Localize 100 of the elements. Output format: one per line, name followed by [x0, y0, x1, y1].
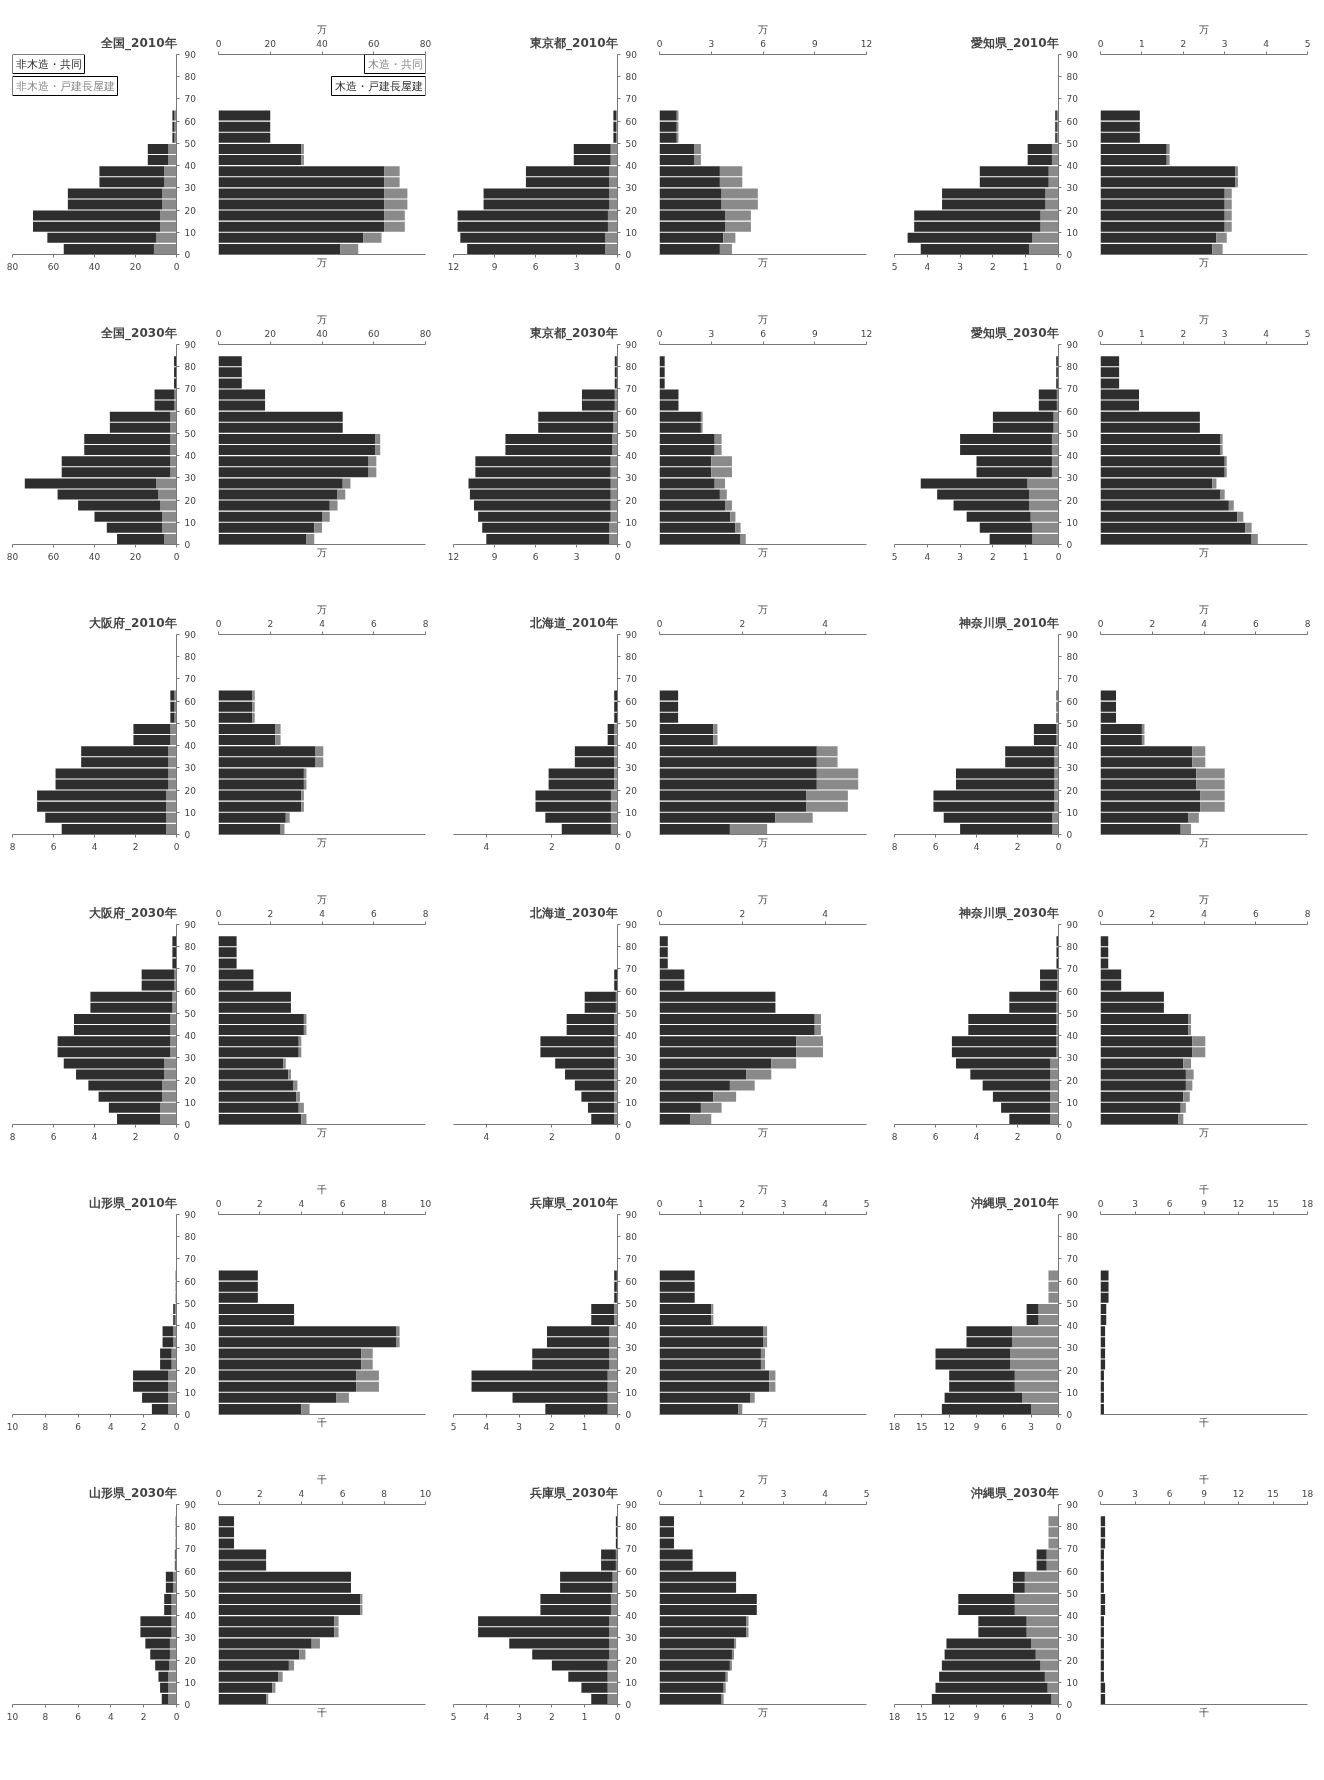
x-tick-label: 12 [943, 1711, 955, 1722]
x-tick-label: 8 [9, 841, 16, 852]
y-tick-label: 10 [1066, 807, 1079, 818]
text: 木造・共同 [367, 57, 423, 71]
x-axis-title: 千 [317, 1416, 327, 1428]
x2-tick-label: 4 [1201, 908, 1208, 919]
x2-tick-label: 5 [1304, 38, 1311, 49]
y-tick-label: 50 [625, 1588, 638, 1599]
x-tick-label: 0 [1055, 261, 1062, 272]
y-tick-label: 90 [1066, 920, 1079, 930]
x-axis-title: 万 [758, 1416, 768, 1428]
x2-tick-label: 3 [780, 1198, 787, 1209]
y-tick-label: 70 [184, 384, 197, 395]
x2-tick-label: 0 [1097, 1198, 1104, 1209]
y-tick-label: 20 [625, 1075, 638, 1086]
x2-tick-label: 4 [319, 618, 326, 629]
y-tick-label: 70 [625, 1544, 638, 1555]
x-tick-label: 3 [516, 1421, 522, 1432]
y-tick-label: 60 [184, 1566, 197, 1577]
x2-tick-label: 2 [257, 1488, 263, 1499]
x2-tick-label: 9 [1201, 1488, 1208, 1499]
x-tick-label: 0 [1055, 1711, 1062, 1722]
x-tick-label: 4 [483, 1711, 490, 1722]
x2-tick-label: 0 [1097, 328, 1104, 339]
x2-tick-label: 5 [863, 1198, 870, 1209]
x2-tick-label: 6 [339, 1198, 346, 1209]
y-tick-label: 60 [1066, 1276, 1079, 1287]
y-tick-label: 90 [1066, 340, 1079, 350]
x2-tick-label: 0 [1097, 908, 1104, 919]
y-tick-label: 10 [625, 807, 638, 818]
chart-title: 愛知県_2010年 [971, 35, 1059, 51]
y-tick-label: 30 [625, 183, 638, 194]
x2-tick-label: 9 [811, 328, 818, 339]
x2-tick-label: 0 [656, 618, 663, 629]
x2-tick-label: 0 [656, 328, 663, 339]
y-tick-label: 80 [1066, 942, 1079, 953]
x2-tick-label: 0 [656, 908, 663, 919]
y-tick-label: 80 [184, 1232, 197, 1243]
x-tick-label: 0 [614, 1421, 621, 1432]
y-tick-label: 40 [184, 451, 197, 462]
x-tick-label: 6 [1000, 1711, 1007, 1722]
y-tick-label: 90 [184, 920, 197, 930]
y-tick-label: 40 [625, 1611, 638, 1622]
x2-axis-title: 万 [758, 1183, 768, 1195]
y-tick-label: 10 [1066, 1677, 1079, 1688]
x-tick-label: 2 [549, 1131, 555, 1142]
x2-axis-title: 千 [317, 1473, 327, 1485]
x2-tick-label: 8 [1304, 618, 1311, 629]
y-tick-label: 20 [1066, 785, 1079, 796]
y-tick-label: 20 [1066, 495, 1079, 506]
y-tick-label: 10 [625, 1677, 638, 1688]
x2-tick-label: 15 [1267, 1198, 1279, 1209]
x2-tick-label: 1 [698, 1488, 704, 1499]
x-tick-label: 6 [532, 551, 539, 562]
x2-axis-title: 万 [758, 313, 768, 325]
x-tick-label: 2 [549, 1421, 555, 1432]
y-tick-label: 20 [625, 495, 638, 506]
y-tick-label: 0 [625, 250, 632, 260]
x2-tick-label: 20 [264, 38, 277, 49]
y-tick-label: 90 [184, 340, 197, 350]
x-tick-label: 0 [1055, 1131, 1062, 1142]
x-axis-title: 万 [317, 546, 327, 558]
x-tick-label: 2 [990, 261, 996, 272]
x2-tick-label: 80 [419, 328, 432, 339]
y-tick-label: 40 [1066, 1321, 1079, 1332]
x2-tick-label: 6 [370, 618, 377, 629]
x2-tick-label: 0 [1097, 618, 1104, 629]
y-tick-label: 10 [1066, 227, 1079, 238]
y-tick-label: 20 [1066, 1075, 1079, 1086]
x-axis-title: 万 [317, 1126, 327, 1138]
x2-tick-label: 4 [319, 908, 326, 919]
x2-axis-title: 万 [1199, 603, 1209, 615]
x-axis-title: 万 [1199, 836, 1209, 848]
y-tick-label: 30 [184, 1633, 197, 1644]
y-tick-label: 90 [625, 50, 638, 60]
x-tick-label: 40 [88, 261, 101, 272]
x2-tick-label: 8 [1304, 908, 1311, 919]
y-tick-label: 80 [184, 942, 197, 953]
y-tick-label: 40 [1066, 161, 1079, 172]
x2-axis-title: 万 [758, 23, 768, 35]
x-tick-label: 0 [614, 1131, 621, 1142]
y-tick-label: 20 [184, 205, 197, 216]
y-tick-label: 50 [1066, 1298, 1079, 1309]
y-tick-label: 10 [184, 1387, 197, 1398]
x-tick-label: 0 [173, 1131, 180, 1142]
x-tick-label: 15 [916, 1711, 928, 1722]
text: 木造・戸建長屋建 [334, 79, 423, 93]
x-axis-title: 万 [1199, 256, 1209, 268]
x-tick-label: 2 [132, 1131, 139, 1142]
x2-tick-label: 10 [419, 1488, 432, 1499]
x2-tick-label: 5 [1304, 328, 1311, 339]
y-tick-label: 40 [184, 1611, 197, 1622]
x-tick-label: 4 [973, 1131, 980, 1142]
x2-tick-label: 60 [368, 38, 380, 49]
x-tick-label: 0 [614, 1711, 621, 1722]
y-tick-label: 0 [184, 250, 191, 260]
y-tick-label: 70 [1066, 1254, 1079, 1265]
y-tick-label: 30 [184, 473, 197, 484]
x2-tick-label: 0 [1097, 38, 1104, 49]
y-tick-label: 50 [625, 138, 638, 149]
